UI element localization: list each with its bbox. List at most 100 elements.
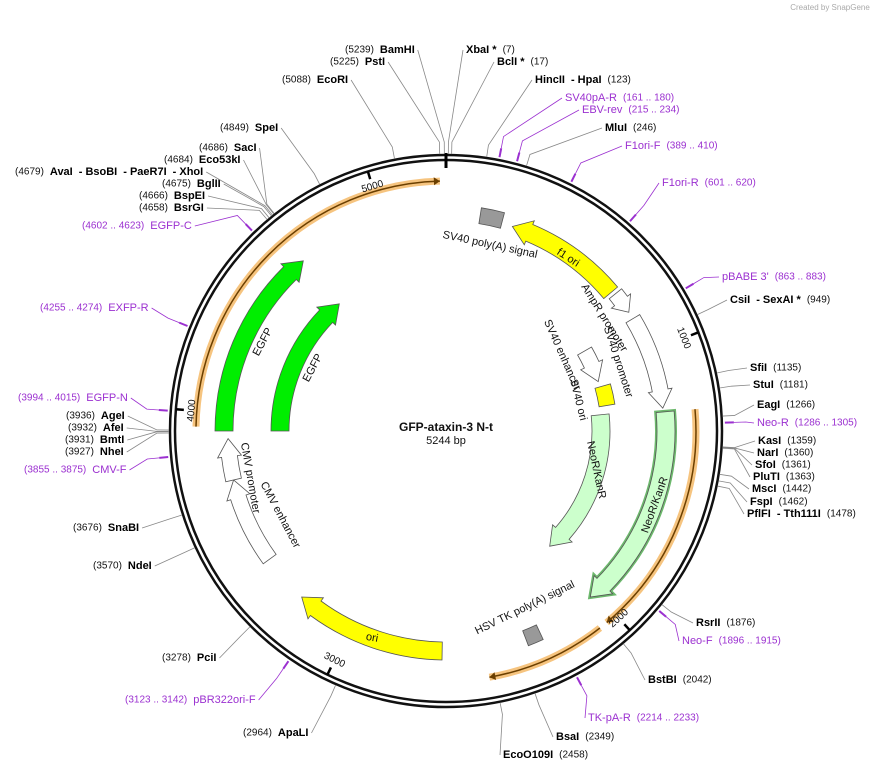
label-position: (3931) bbox=[65, 435, 94, 446]
feature-arrow bbox=[577, 346, 604, 383]
label-name: PciI bbox=[197, 652, 217, 664]
label-position: (1363) bbox=[786, 472, 815, 483]
label-name: BamHI bbox=[380, 44, 415, 56]
feature-arrow bbox=[589, 410, 676, 598]
label-connector bbox=[526, 127, 603, 167]
feature-arrow bbox=[226, 479, 277, 565]
label-position: (3994 .. 4015) bbox=[18, 393, 80, 404]
label-position: (7) bbox=[503, 45, 515, 56]
label-position: (1442) bbox=[782, 484, 811, 495]
plasmid-length: 5244 bp bbox=[426, 435, 466, 447]
label-name: - BsoBI bbox=[79, 166, 118, 178]
primer-mark bbox=[282, 660, 290, 670]
label-name: EXFP-R bbox=[108, 302, 148, 314]
label-name: HincII bbox=[535, 74, 565, 86]
label-position: (5088) bbox=[282, 75, 311, 86]
label-connector bbox=[486, 79, 533, 158]
label-connector bbox=[206, 207, 268, 220]
label-connector bbox=[580, 685, 588, 719]
ring-tick bbox=[366, 171, 372, 180]
label-connector bbox=[130, 397, 159, 411]
label-connector bbox=[280, 127, 321, 185]
label-position: (4684) bbox=[164, 155, 193, 166]
label-name: StuI bbox=[753, 379, 774, 391]
label-position: (1462) bbox=[779, 497, 808, 508]
label-position: (5225) bbox=[330, 57, 359, 68]
highlight-head bbox=[606, 615, 614, 623]
label-name: MluI bbox=[605, 122, 627, 134]
label-name: PluTI bbox=[753, 471, 780, 483]
label-name: Neo-F bbox=[682, 635, 713, 647]
label-name: KasI bbox=[758, 435, 781, 447]
label-name: BsrGI bbox=[174, 202, 204, 214]
label-position: (1266) bbox=[786, 400, 815, 411]
feature-arrow bbox=[608, 288, 632, 313]
label-position: (2214 .. 2233) bbox=[637, 713, 699, 724]
label-connector bbox=[258, 668, 284, 701]
label-name: - XhoI bbox=[173, 166, 204, 178]
label-name: pBR322ori-F bbox=[193, 694, 256, 706]
label-connector bbox=[206, 171, 273, 216]
label-connector bbox=[219, 626, 251, 659]
label-name: XbaI * bbox=[466, 44, 497, 56]
label-connector bbox=[718, 480, 748, 503]
primer-mark bbox=[570, 173, 577, 183]
label-connector bbox=[311, 684, 337, 734]
label-name: - SexAI * bbox=[756, 294, 801, 306]
feature-label: SV40 ori bbox=[567, 378, 589, 422]
label-position: (246) bbox=[633, 123, 656, 134]
label-position: (4679) bbox=[15, 167, 44, 178]
highlight-head bbox=[433, 177, 440, 186]
label-name: Neo-R bbox=[757, 417, 789, 429]
label-connector bbox=[126, 427, 170, 432]
primer-mark bbox=[685, 282, 695, 290]
label-name: SacI bbox=[234, 142, 257, 154]
label-name: TK-pA-R bbox=[588, 712, 631, 724]
label-position: (3278) bbox=[162, 653, 191, 664]
label-name: pBABE 3' bbox=[722, 271, 769, 283]
label-position: (4686) bbox=[199, 143, 228, 154]
highlight-head bbox=[489, 672, 497, 680]
primer-mark bbox=[516, 152, 521, 162]
feature-arrow bbox=[301, 596, 443, 661]
label-position: (2042) bbox=[683, 675, 712, 686]
label-connector bbox=[722, 447, 753, 466]
label-name: AfeI bbox=[103, 422, 124, 434]
label-connector bbox=[208, 195, 270, 219]
label-connector bbox=[665, 616, 680, 642]
label-name: RsrII bbox=[696, 617, 720, 629]
label-connector bbox=[451, 61, 495, 155]
label-position: (2964) bbox=[243, 728, 272, 739]
label-position: (161 .. 180) bbox=[623, 93, 674, 104]
primer-mark bbox=[576, 676, 583, 686]
label-position: (1478) bbox=[827, 509, 856, 520]
label-name: PstI bbox=[365, 56, 385, 68]
label-connector bbox=[716, 367, 748, 374]
label-connector bbox=[499, 702, 503, 756]
label-name: BstBI bbox=[648, 674, 677, 686]
feature-arrow bbox=[478, 207, 505, 229]
label-position: (3855 .. 3875) bbox=[24, 465, 86, 476]
label-connector bbox=[575, 145, 623, 174]
label-name: - PaeR7I bbox=[123, 166, 166, 178]
label-name: NheI bbox=[100, 446, 124, 458]
label-connector bbox=[129, 457, 160, 471]
label-position: (17) bbox=[531, 57, 549, 68]
label-name: SnaBI bbox=[108, 522, 139, 534]
label-position: (389 .. 410) bbox=[666, 141, 717, 152]
highlight-line bbox=[195, 180, 440, 427]
label-connector bbox=[154, 547, 195, 567]
label-connector bbox=[661, 604, 694, 624]
label-position: (3927) bbox=[65, 447, 94, 458]
label-name: BsaI bbox=[556, 731, 579, 743]
label-connector bbox=[722, 440, 756, 449]
label-name: BclI * bbox=[497, 56, 525, 68]
label-connector bbox=[623, 643, 646, 681]
label-connector bbox=[635, 182, 660, 215]
feature-label: HSV TK poly(A) signal bbox=[473, 579, 576, 638]
label-position: (4602 .. 4623) bbox=[82, 221, 144, 232]
label-position: (949) bbox=[807, 295, 830, 306]
label-connector bbox=[127, 415, 170, 431]
ring-tick bbox=[326, 666, 333, 676]
